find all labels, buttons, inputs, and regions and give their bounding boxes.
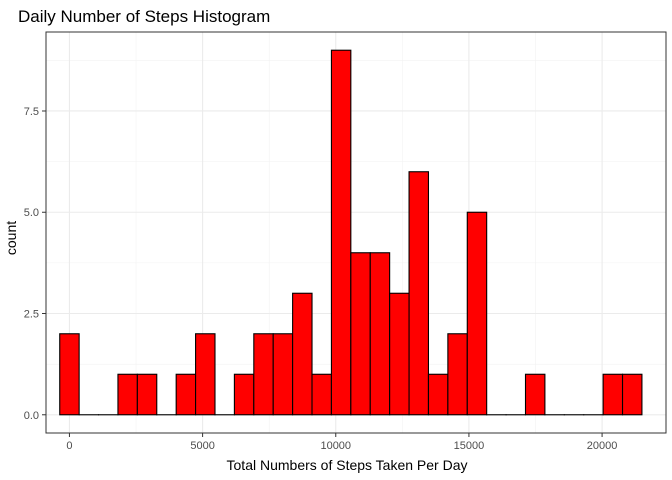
histogram-bar xyxy=(117,373,138,416)
histogram-bar xyxy=(524,373,546,416)
histogram-bar xyxy=(447,333,468,416)
histogram-bar xyxy=(330,49,352,416)
y-axis-label: count xyxy=(3,221,19,255)
y-tick-label: 0.0 xyxy=(24,410,39,422)
y-axis-ticks: 0.0 2.5 5.0 7.5 xyxy=(24,106,46,422)
histogram-bar xyxy=(466,211,488,416)
histogram-bar xyxy=(136,373,158,416)
histogram-bar xyxy=(427,373,449,416)
histogram-bar xyxy=(195,333,216,416)
y-tick-label: 2.5 xyxy=(24,309,39,321)
histogram-bars xyxy=(59,49,643,416)
histogram-bar xyxy=(292,292,313,416)
chart-title: Daily Number of Steps Histogram xyxy=(18,7,270,26)
x-tick-label: 10000 xyxy=(320,440,351,452)
x-axis-label: Total Numbers of Steps Taken Per Day xyxy=(227,457,468,473)
histogram-bar xyxy=(59,333,80,416)
y-tick-label: 5.0 xyxy=(24,207,39,219)
panel-border xyxy=(45,31,667,434)
y-tick-label: 7.5 xyxy=(24,106,39,118)
histogram-bar xyxy=(602,373,624,416)
x-tick-label: 0 xyxy=(66,440,72,452)
histogram-bar xyxy=(389,292,410,416)
x-tick-label: 15000 xyxy=(454,440,485,452)
histogram-bar xyxy=(311,373,332,416)
histogram-bar xyxy=(175,373,197,416)
x-tick-label: 5000 xyxy=(190,440,214,452)
histogram-bar xyxy=(621,373,643,416)
histogram-bar xyxy=(408,171,430,416)
histogram-bar xyxy=(272,333,294,416)
histogram-bar xyxy=(253,333,274,416)
histogram-bar xyxy=(369,252,391,416)
x-axis-ticks: 0 5000 10000 15000 20000 xyxy=(66,433,617,452)
x-tick-label: 20000 xyxy=(587,440,618,452)
histogram-bar xyxy=(233,373,255,416)
histogram-bar xyxy=(350,252,371,416)
